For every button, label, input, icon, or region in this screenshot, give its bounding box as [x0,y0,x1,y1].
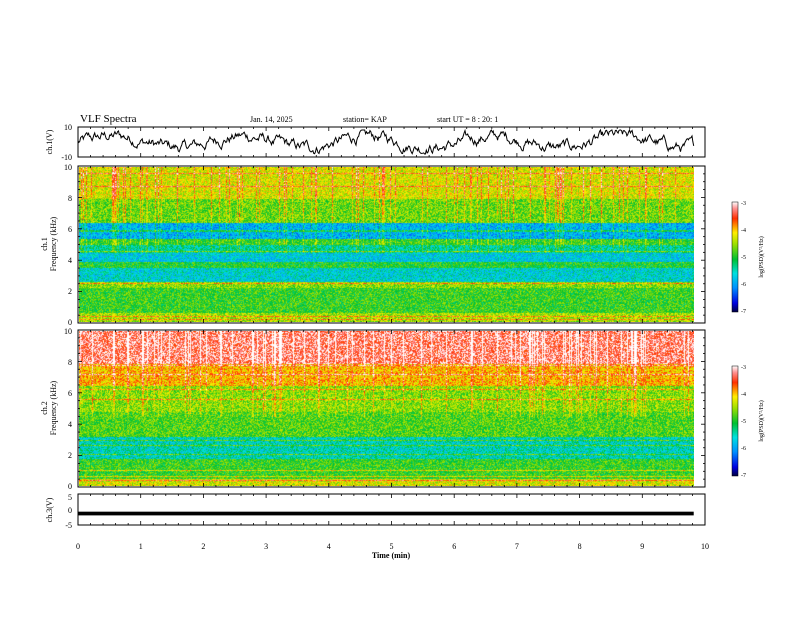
cb2-tick-m4: -4 [741,392,746,398]
cb1-tick-m7: -7 [741,309,746,315]
cb2-tick-m3: -3 [741,365,746,371]
ch1-ytick-bottom: -10 [61,153,72,162]
cb2-tick-m6: -6 [741,446,746,452]
ch1-waveform-trace [77,128,695,155]
ch3-ytick-zero: 0 [68,506,72,515]
cb1-tick-m4: -4 [741,228,746,234]
cb2-tick-m7: -7 [741,473,746,479]
ch2-spec-ytick-4: 4 [68,420,72,429]
cb2-label: log(PSD)(V²/Hz) [758,400,765,441]
ch3-waveform-panel: 5 0 -5 ch.3(V) [45,493,706,530]
ch1-ytick-top: 10 [64,123,72,132]
ch2-freq-label: Frequency (kHz) [49,380,58,435]
ch1-colorbar-gradient [731,201,739,313]
ch1-spec-ytick-0: 0 [68,318,72,327]
x-axis: 0 1 2 3 4 5 6 7 8 9 10 Time (min) [76,542,709,560]
ch1-ylabel: ch.1(V) [45,129,54,154]
ch2-spectrogram-panel: 10 8 6 4 2 0 ch.2 Frequency (kHz) [40,327,706,491]
ch1-spectrogram-image [79,167,694,322]
xtick-1: 1 [139,542,143,551]
header-start-time: start UT = 8 : 20: 1 [437,115,498,124]
ch3-waveform-frame [77,493,706,526]
xtick-7: 7 [515,542,519,551]
ch3-ytick-top: 5 [68,493,72,502]
ch2-spectrogram-image [79,331,694,486]
ch1-spec-ytick-10: 10 [64,163,72,172]
xtick-2: 2 [201,542,205,551]
ch2-spec-ytick-10: 10 [64,327,72,336]
ch1-spec-ytick-8: 8 [68,194,72,203]
cb2-tick-m5: -5 [741,419,746,425]
ch2-spec-ytick-8: 8 [68,358,72,367]
ch2-spec-ytick-6: 6 [68,389,72,398]
ch1-freq-label: Frequency (kHz) [49,216,58,271]
ch1-waveform-panel: 10 -10 ch.1(V) [45,123,706,162]
ch2-spec-ytick-0: 0 [68,482,72,491]
xtick-0: 0 [76,542,80,551]
ch1-colorbar: -3 -4 -5 -6 -7 log(PSD)(V²/Hz) [731,201,765,315]
ch1-spec-ytick-6: 6 [68,225,72,234]
xtick-5: 5 [390,542,394,551]
ch2-spec-ytick-2: 2 [68,451,72,460]
ch1-spectrogram-panel: 10 8 6 4 2 0 ch.1 Frequency (kHz) [40,163,706,327]
ch1-spec-ytick-2: 2 [68,287,72,296]
ch3-ytick-bottom: -5 [65,521,72,530]
header-station: station= KAP [343,115,387,124]
xtick-6: 6 [452,542,456,551]
ch1-channel-label: ch.1 [40,237,49,251]
chart-title: VLF Spectra [80,113,137,125]
ch3-ylabel: ch.3(V) [45,497,54,522]
ch1-spec-ytick-4: 4 [68,256,72,265]
ch1-waveform-frame [77,126,706,158]
xtick-4: 4 [327,542,331,551]
cb1-tick-m5: -5 [741,255,746,261]
ch2-colorbar-gradient [731,365,739,477]
cb1-label: log(PSD)(V²/Hz) [758,236,765,277]
ch3-waveform-trace [78,511,694,516]
ch2-channel-label: ch.2 [40,401,49,415]
xtick-8: 8 [578,542,582,551]
cb1-tick-m6: -6 [741,282,746,288]
cb1-tick-m3: -3 [741,201,746,207]
xtick-10: 10 [701,542,709,551]
ch2-colorbar: -3 -4 -5 -6 -7 log(PSD)(V²/Hz) [731,365,765,479]
x-axis-label: Time (min) [372,551,411,560]
axis-ticks [77,127,706,525]
xtick-9: 9 [640,542,644,551]
xtick-3: 3 [264,542,268,551]
header-date: Jan. 14, 2025 [250,115,293,124]
